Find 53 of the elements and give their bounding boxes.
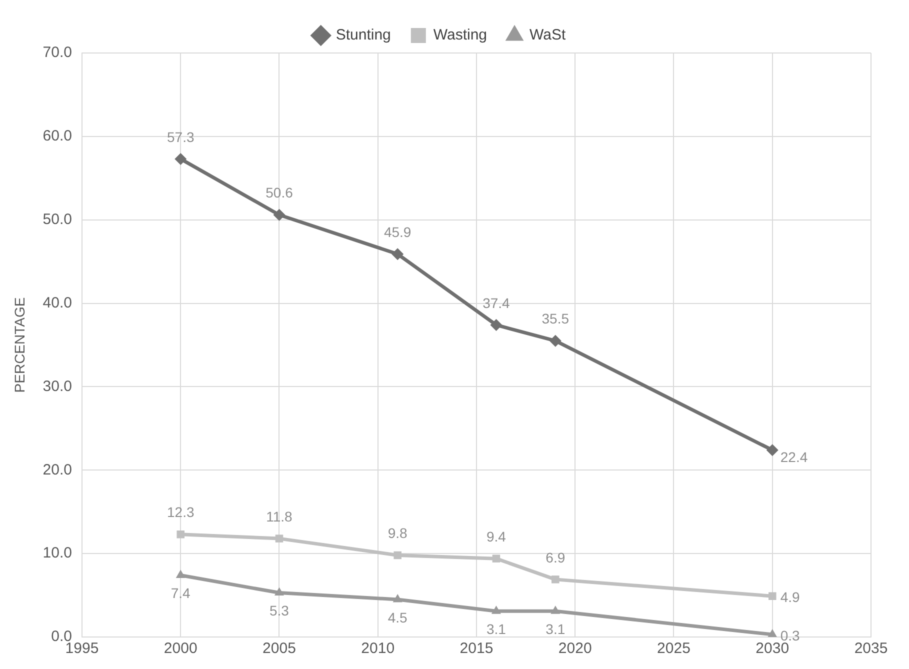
point: [274, 587, 284, 596]
data-label: 9.8: [388, 525, 408, 542]
x-tick-label: 2010: [361, 640, 395, 658]
point: [768, 628, 778, 637]
data-label: 45.9: [384, 224, 412, 240]
point: [273, 208, 286, 221]
point: [768, 592, 776, 600]
y-tick-label: 20.0: [42, 461, 72, 478]
data-label: 4.9: [780, 588, 800, 605]
point: [394, 551, 402, 560]
point: [176, 530, 185, 538]
data-label: 7.4: [170, 585, 191, 602]
data-label: 11.8: [266, 508, 293, 524]
data-label: 3.1: [546, 620, 566, 637]
point: [392, 594, 402, 602]
data-label: 22.4: [780, 448, 808, 465]
point: [550, 606, 560, 614]
data-label: 35.5: [542, 310, 570, 327]
point: [490, 318, 502, 331]
data-label: 37.4: [482, 294, 510, 311]
point: [392, 248, 404, 260]
x-tick-label: 2015: [460, 640, 494, 658]
x-tick-label: 2005: [262, 640, 296, 658]
point: [275, 534, 284, 542]
point: [492, 554, 500, 562]
data-label: 50.6: [266, 184, 294, 201]
data-label: 9.4: [486, 528, 506, 544]
y-tick-label: 40.0: [42, 294, 72, 312]
x-tick-label: 2020: [558, 640, 592, 658]
data-label: 4.5: [388, 609, 408, 626]
y-axis-title: PERCENTAGE: [11, 297, 28, 393]
y-tick-label: 50.0: [42, 211, 72, 228]
y-tick-label: 60.0: [42, 128, 72, 145]
data-label: 3.1: [486, 620, 506, 637]
y-tick-label: 30.0: [42, 378, 72, 395]
point: [176, 570, 186, 578]
data-label: 12.3: [166, 504, 194, 520]
point: [552, 576, 560, 584]
x-tick-label: 2025: [657, 640, 690, 658]
point: [174, 152, 187, 165]
point: [766, 444, 778, 456]
legend-label: Stunting: [336, 26, 391, 44]
x-tick-label: 2035: [854, 640, 888, 658]
data-label: 57.3: [166, 128, 194, 145]
legend-label: Wasting: [433, 26, 488, 44]
legend-label: WaSt: [530, 26, 566, 44]
data-label: 6.9: [546, 549, 566, 566]
data-label: 5.3: [270, 602, 290, 619]
point: [491, 606, 501, 614]
point: [549, 334, 562, 347]
x-tick-label: 2000: [164, 640, 198, 658]
y-tick-label: 70.0: [42, 44, 72, 62]
y-tick-label: 10.0: [42, 544, 72, 562]
